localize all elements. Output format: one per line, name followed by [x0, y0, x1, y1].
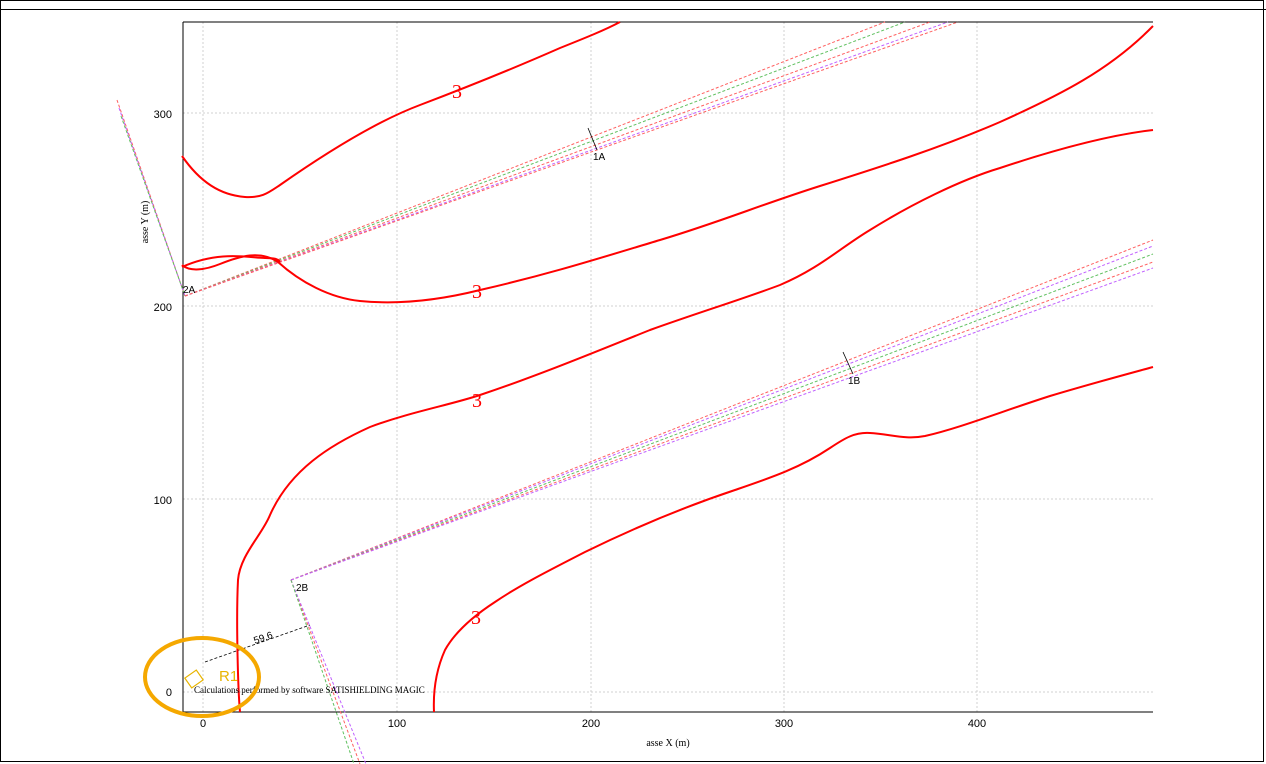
contour-lines	[181, 21, 1154, 713]
y-tick-100: 100	[154, 495, 172, 507]
x-axis-label: asse X (m)	[646, 738, 689, 749]
label-1A: 1A	[593, 152, 606, 163]
highlight-circle	[143, 636, 261, 718]
contour-upper	[181, 25, 1154, 304]
grid	[183, 22, 1153, 712]
contour-upper-branch	[181, 255, 281, 268]
credit-note: Calculations performed by software SATIS…	[194, 685, 425, 695]
label-2B: 2B	[296, 583, 309, 594]
line-source-1B	[290, 239, 1154, 581]
line-source-2B	[290, 579, 367, 764]
contour-label-1: 3	[452, 81, 462, 103]
contour-label-2: 3	[472, 281, 482, 303]
contour-middle	[236, 129, 1154, 713]
receptor-label: R1	[219, 668, 238, 685]
y-tick-200: 200	[154, 302, 172, 314]
x-tick-200: 200	[582, 718, 600, 730]
line-source-1A	[184, 21, 959, 297]
distance-label: 59.6	[252, 630, 274, 647]
x-tick-300: 300	[775, 718, 793, 730]
y-tick-0: 0	[166, 687, 172, 699]
contour-label-3: 3	[472, 390, 482, 412]
distance-line	[204, 624, 311, 663]
y-tick-300: 300	[154, 109, 172, 121]
label-1B: 1B	[848, 376, 861, 387]
contour-top	[181, 21, 621, 199]
line-source-2A	[116, 99, 186, 297]
x-tick-400: 400	[968, 718, 986, 730]
contour-lower	[432, 366, 1154, 713]
width-marker-1B	[842, 351, 854, 375]
contour-label-4: 3	[471, 607, 481, 629]
y-axis-label: asse Y (m)	[140, 201, 151, 244]
x-tick-0: 0	[200, 718, 206, 730]
x-tick-100: 100	[388, 718, 406, 730]
top-border	[0, 0, 1266, 10]
label-2A: 2A	[183, 285, 196, 296]
receptor-marker-icon	[183, 669, 205, 689]
width-marker-1A	[587, 127, 598, 151]
